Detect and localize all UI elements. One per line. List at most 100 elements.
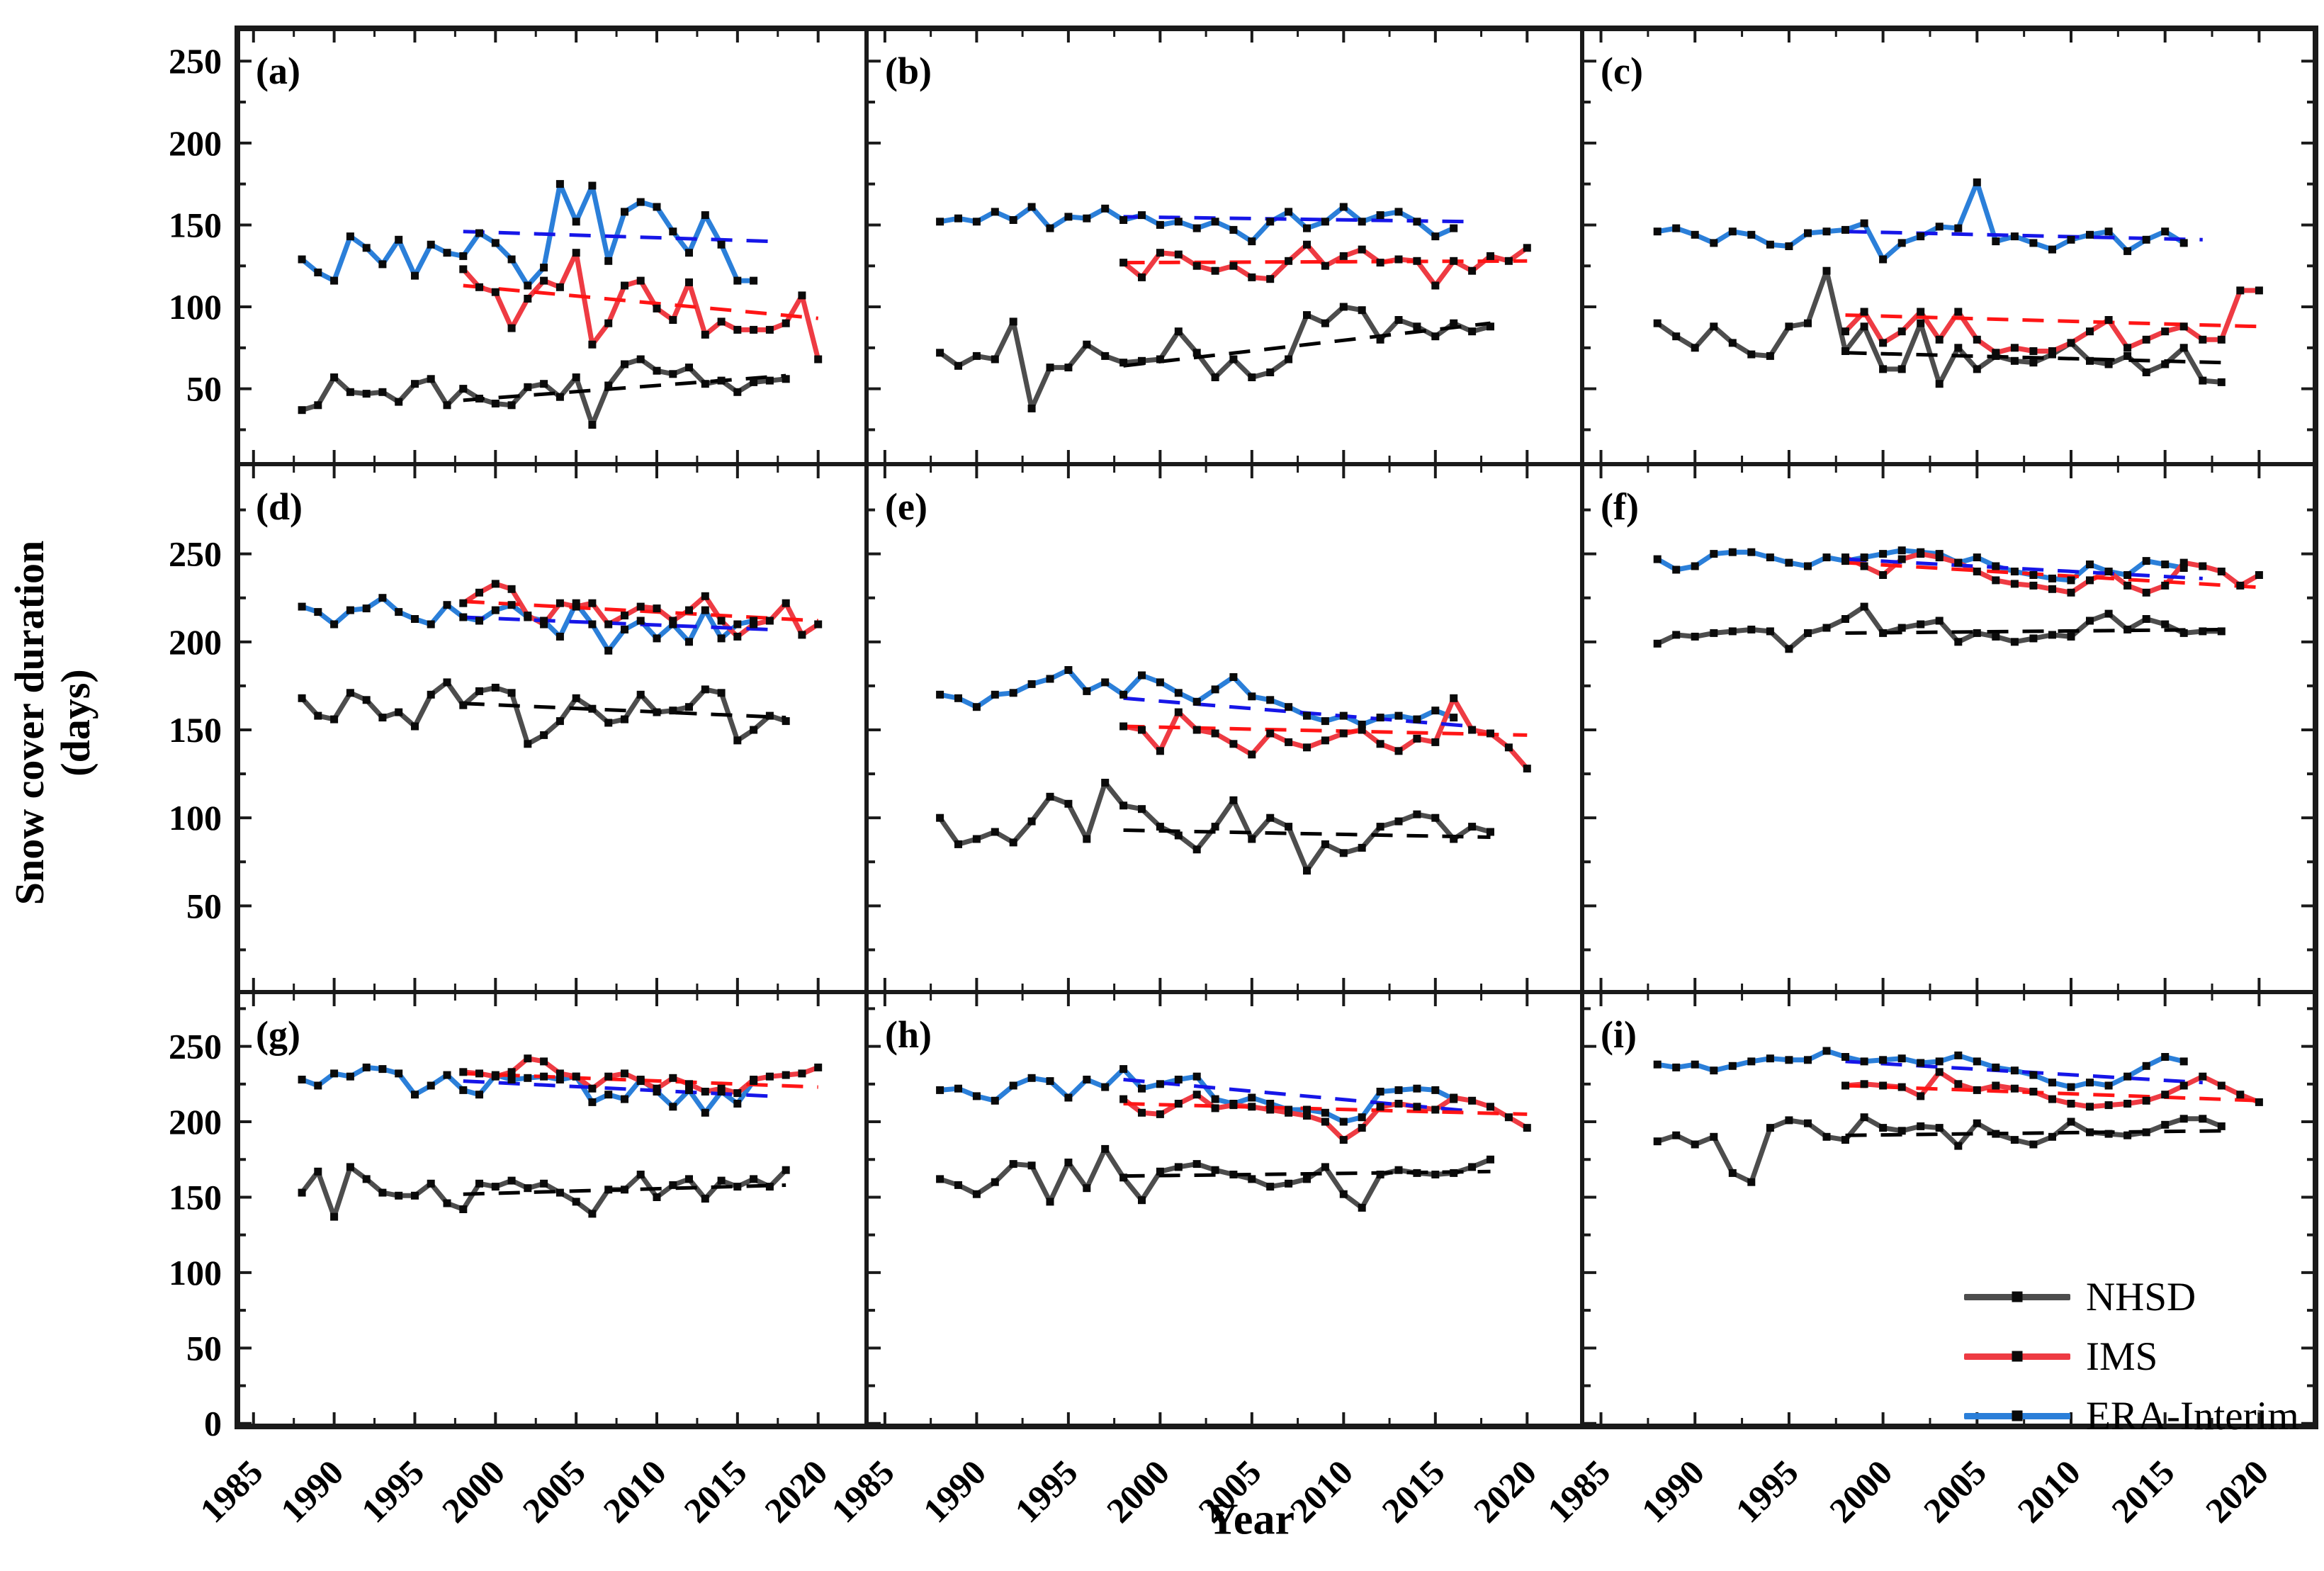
data-point-marker (2199, 627, 2207, 636)
data-point-marker (1266, 813, 1275, 822)
data-point-marker (555, 180, 564, 188)
data-point-marker (1860, 322, 1868, 331)
data-point-marker (991, 828, 999, 836)
data-point-marker (1266, 1100, 1275, 1108)
data-point-marker (411, 1091, 419, 1099)
data-point-marker (1747, 1178, 1756, 1186)
data-point-marker (2048, 1095, 2056, 1103)
data-point-marker (636, 198, 645, 206)
data-point-marker (1211, 266, 1219, 275)
data-point-marker (1285, 823, 1293, 831)
data-point-marker (798, 631, 806, 639)
data-point-marker (1841, 225, 1849, 234)
data-point-marker (669, 316, 677, 324)
y-tick-label: 150 (169, 1177, 222, 1217)
data-point-marker (491, 606, 500, 614)
data-point-marker (1083, 1184, 1091, 1193)
data-point-marker (1822, 553, 1831, 562)
data-point-marker (2086, 356, 2094, 365)
data-point-marker (2067, 339, 2075, 347)
data-point-marker (491, 288, 500, 296)
data-point-marker (2048, 245, 2056, 254)
data-point-marker (1064, 666, 1073, 674)
data-point-marker (1860, 562, 1868, 570)
data-point-marker (1192, 261, 1201, 270)
data-point-marker (1413, 1084, 1421, 1093)
data-point-marker (1229, 1101, 1238, 1110)
ims-trend-line (463, 283, 818, 320)
data-point-marker (330, 373, 339, 381)
data-point-marker (1046, 364, 1054, 372)
data-point-marker (459, 1205, 468, 1213)
data-point-marker (2086, 561, 2094, 568)
data-point-marker (1691, 632, 1699, 641)
data-point-marker (1211, 218, 1219, 226)
data-point-marker (991, 208, 999, 216)
data-point-marker (717, 1084, 726, 1093)
data-point-marker (443, 601, 451, 609)
data-point-marker (814, 355, 823, 364)
data-point-marker (1413, 1103, 1421, 1111)
data-point-marker (2067, 235, 2075, 244)
data-point-marker (1248, 373, 1256, 381)
data-point-marker (636, 276, 645, 285)
data-point-marker (1248, 692, 1256, 701)
data-point-marker (2142, 368, 2150, 376)
x-tick-label: 2010 (2009, 1452, 2087, 1530)
data-point-marker (636, 1077, 645, 1086)
data-point-marker (1785, 1056, 1793, 1064)
data-point-marker (685, 1086, 693, 1094)
data-point-marker (1339, 303, 1348, 311)
data-point-marker (572, 602, 580, 611)
data-point-marker (1973, 1086, 1981, 1094)
data-point-marker (2142, 557, 2150, 565)
data-point-marker (653, 203, 661, 211)
data-point-marker (1192, 1072, 1201, 1081)
data-point-marker (427, 1081, 435, 1090)
data-point-marker (1504, 743, 1513, 752)
data-point-marker (1935, 335, 1944, 344)
data-point-marker (717, 616, 726, 625)
data-point-marker (588, 181, 597, 190)
data-point-marker (298, 1188, 306, 1197)
era-trend-line (463, 615, 770, 631)
data-point-marker (972, 1092, 981, 1100)
data-point-marker (2123, 625, 2132, 634)
data-point-marker (2236, 286, 2245, 295)
data-point-marker (298, 602, 306, 611)
data-point-marker (2142, 1062, 2150, 1070)
data-point-marker (1119, 259, 1128, 267)
data-point-marker (1487, 322, 1494, 331)
data-point-marker (1174, 1163, 1183, 1171)
data-point-marker (1672, 1131, 1681, 1139)
data-point-marker (936, 1086, 944, 1094)
data-point-marker (1174, 1100, 1183, 1108)
data-point-marker (1192, 1091, 1201, 1099)
data-point-marker (491, 580, 500, 588)
data-point-marker (2067, 576, 2075, 585)
data-point-marker (750, 1175, 758, 1183)
data-point-marker (1935, 1068, 1944, 1076)
data-point-marker (1691, 344, 1699, 352)
data-point-marker (636, 355, 645, 364)
data-point-marker (1192, 845, 1201, 854)
data-point-marker (1879, 571, 1888, 579)
data-point-marker (621, 1069, 628, 1078)
data-point-marker (1450, 1169, 1458, 1177)
data-point-marker (1083, 835, 1091, 843)
data-point-marker (1339, 1190, 1348, 1198)
data-point-marker (1266, 1105, 1275, 1114)
data-point-marker (1064, 213, 1073, 221)
data-point-marker (1431, 706, 1440, 715)
data-point-marker (1431, 1086, 1440, 1094)
data-point-marker (1192, 1160, 1201, 1169)
data-point-marker (1156, 1080, 1164, 1088)
data-point-marker (621, 360, 628, 368)
data-point-marker (298, 694, 306, 702)
data-point-marker (1339, 1136, 1348, 1144)
data-point-marker (555, 599, 564, 607)
data-point-marker (378, 1188, 387, 1197)
data-point-marker (1394, 711, 1403, 720)
data-point-marker (2010, 344, 2019, 352)
